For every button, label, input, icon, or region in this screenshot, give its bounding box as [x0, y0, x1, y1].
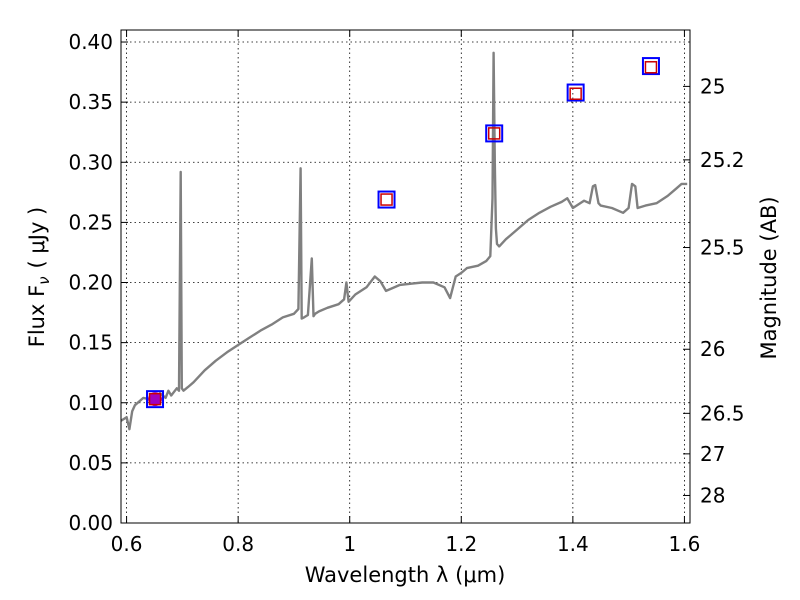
- svg-text:Flux Fν( μJy ): Flux Fν ( μJy ): [25, 207, 53, 348]
- y-tick-label: 0.35: [68, 90, 113, 114]
- blue-square-marker: [485, 124, 504, 143]
- red-square-marker: [644, 61, 658, 74]
- x-tick-label: 1.6: [669, 532, 701, 556]
- y-axis-label-group: Flux Fν ( μJy ): [25, 207, 53, 348]
- measured-point-marker: [148, 392, 163, 407]
- x-tick-label: 0.8: [222, 532, 254, 556]
- spectrum-line: [121, 51, 688, 431]
- y-tick-label: 0.30: [68, 150, 113, 174]
- y-axis-label: Flux F: [25, 285, 49, 347]
- y-axis-label-subscript: ν: [35, 276, 53, 284]
- grid-lines: [121, 30, 690, 524]
- x-tick-label: 0.6: [111, 532, 143, 556]
- y-tick-label: 0.25: [68, 210, 113, 234]
- right-axis-label: Magnitude (AB): [757, 196, 781, 359]
- right-tick-label: 26: [700, 337, 725, 361]
- plot-frame: [120, 29, 691, 524]
- x-tick-label: 1.2: [445, 532, 477, 556]
- blue-square-marker: [146, 390, 165, 409]
- y-tick-label: 0.05: [68, 451, 113, 475]
- red-square-marker: [148, 392, 162, 406]
- right-tick-label: 27: [700, 442, 725, 466]
- y-tick-label: 0.20: [68, 271, 113, 295]
- right-tick-label: 25.2: [700, 148, 745, 172]
- axis-ticks: 0.6 0.8 1 1.2 1.4 1.6 0.00 0.05 0.10 0.15 0.20 0.25…: [68, 30, 745, 556]
- spectrum-layer: [121, 51, 688, 431]
- right-tick-label: 28: [700, 483, 725, 507]
- blue-square-marker: [641, 57, 660, 76]
- y-tick-label: 0.00: [68, 511, 113, 535]
- blue-square-marker: [377, 190, 396, 209]
- red-square-marker: [569, 87, 582, 100]
- right-tick-label: 25: [700, 74, 725, 98]
- red-square-marker: [487, 127, 501, 140]
- y-tick-label: 0.40: [68, 30, 113, 54]
- photometry-markers: [146, 57, 660, 409]
- right-tick-label: 26.5: [700, 401, 745, 425]
- x-axis-label: Wavelength λ (μm): [305, 563, 506, 587]
- right-tick-label: 25.5: [700, 236, 745, 260]
- y-tick-label: 0.15: [68, 331, 113, 355]
- blue-square-marker: [566, 83, 585, 102]
- y-tick-label: 0.10: [68, 391, 113, 415]
- y-axis-unit: ( μJy ): [25, 207, 49, 269]
- x-tick-label: 1.4: [557, 532, 589, 556]
- red-square-marker: [380, 193, 393, 206]
- x-tick-label: 1: [343, 532, 356, 556]
